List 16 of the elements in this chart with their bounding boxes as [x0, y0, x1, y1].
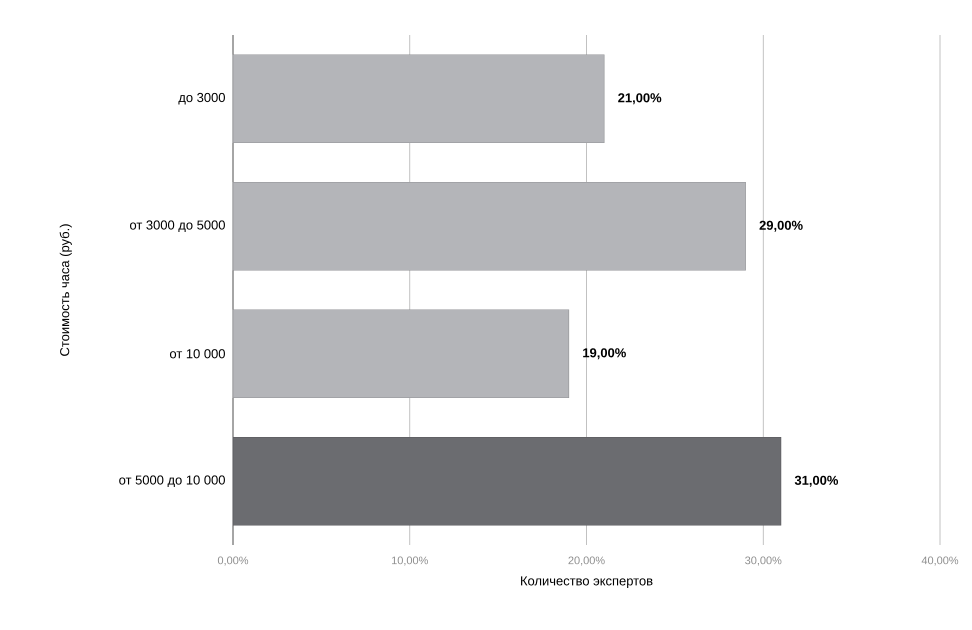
x-tick-label: 30,00%: [745, 556, 782, 566]
data-label: 31,00%: [794, 476, 838, 487]
data-label: 29,00%: [760, 220, 803, 232]
y-tick-label: от 5000 до 10 000: [119, 475, 225, 488]
x-axis-title: Количество экспертов: [521, 576, 652, 588]
data-label: 21,00%: [618, 93, 662, 104]
y-axis-title: Стоимость часа (руб.): [60, 224, 72, 356]
bar: [232, 436, 782, 526]
y-tick-label: от 3000 до 5000: [130, 220, 225, 232]
x-tick-label: 0,00%: [218, 556, 248, 566]
y-tick-label: от 10 000: [170, 349, 225, 358]
data-label: 19,00%: [583, 348, 626, 360]
y-tick-label: до 3000: [178, 92, 225, 105]
x-tick-label: 20,00%: [568, 556, 605, 566]
x-tick-label: 40,00%: [922, 556, 958, 566]
x-tick-label: 10,00%: [392, 556, 428, 566]
